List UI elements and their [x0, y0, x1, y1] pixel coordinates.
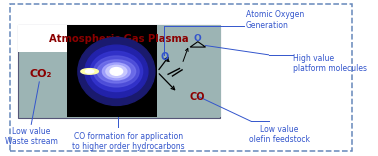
Text: CO formation for application
to higher order hydrocarbons: CO formation for application to higher o… [72, 132, 185, 151]
Text: O: O [160, 52, 168, 62]
Ellipse shape [102, 63, 130, 80]
Text: Atmospheric Gas Plasma: Atmospheric Gas Plasma [49, 34, 189, 44]
Ellipse shape [81, 69, 98, 74]
Text: O: O [194, 34, 202, 43]
Ellipse shape [110, 68, 123, 75]
Text: Low value
olefin feedstock: Low value olefin feedstock [249, 125, 310, 144]
FancyBboxPatch shape [18, 25, 220, 52]
Text: Low value
Waste stream: Low value Waste stream [5, 127, 58, 146]
Ellipse shape [85, 45, 148, 98]
Ellipse shape [94, 56, 139, 87]
Ellipse shape [78, 37, 155, 105]
Ellipse shape [106, 65, 127, 78]
FancyBboxPatch shape [18, 25, 220, 118]
FancyBboxPatch shape [156, 25, 221, 117]
FancyBboxPatch shape [10, 4, 352, 151]
Text: Atomic Oxygen
Generation: Atomic Oxygen Generation [246, 10, 304, 30]
Text: High value
platform molecules: High value platform molecules [293, 54, 367, 73]
Text: CO₂: CO₂ [29, 69, 51, 79]
Ellipse shape [85, 70, 94, 73]
FancyBboxPatch shape [67, 25, 156, 117]
Ellipse shape [97, 60, 136, 83]
Ellipse shape [90, 51, 143, 92]
Text: CO: CO [189, 92, 204, 102]
